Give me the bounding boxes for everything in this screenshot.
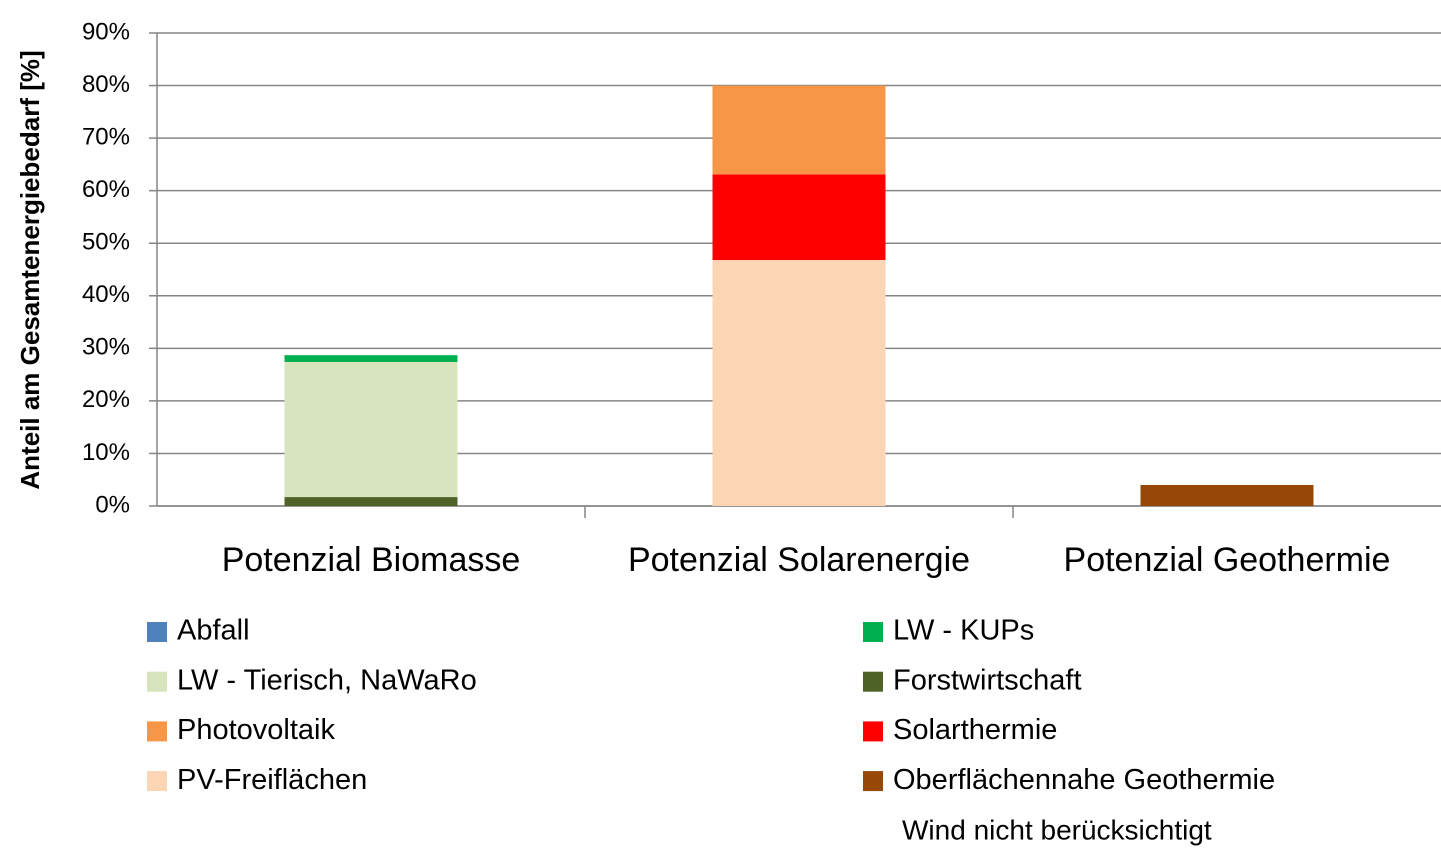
y-tick-label: 80%	[82, 71, 130, 98]
y-tick-label: 90%	[82, 18, 130, 45]
x-tick-label: Potenzial Geothermie	[1064, 541, 1391, 579]
bar-segment	[1140, 484, 1314, 506]
bar-segment	[284, 497, 458, 506]
y-axis-label: Anteil am Gesamtenergiebedarf [%]	[15, 50, 45, 489]
legend-swatch	[863, 771, 883, 792]
y-tick-label: 20%	[82, 386, 130, 413]
bar-segment	[712, 85, 886, 175]
y-tick-label: 70%	[82, 123, 130, 150]
legend-label: Forstwirtschaft	[893, 664, 1082, 696]
legend-label: Abfall	[177, 615, 250, 647]
legend-swatch	[863, 721, 883, 742]
legend-swatch	[147, 721, 167, 742]
legend-label: LW - Tierisch, NaWaRo	[177, 664, 477, 696]
legend-label: PV-Freiflächen	[177, 764, 367, 796]
bar-segment	[712, 174, 886, 261]
legend-swatch	[863, 671, 883, 692]
y-tick-label: 30%	[82, 334, 130, 361]
bar-segment	[284, 355, 458, 362]
bar-segment	[284, 361, 458, 498]
y-tick-label: 40%	[82, 281, 130, 308]
y-tick-label: 60%	[82, 176, 130, 203]
legend-label: LW - KUPs	[893, 615, 1034, 647]
annotation: Wind nicht berücksichtigt	[902, 814, 1212, 845]
legend-label: Photovoltaik	[177, 714, 335, 746]
legend-label: Oberflächennahe Geothermie	[893, 764, 1275, 796]
bar-segment	[712, 260, 886, 506]
y-tick-label: 0%	[95, 491, 130, 518]
y-tick-label: 50%	[82, 229, 130, 256]
legend-swatch	[147, 622, 167, 642]
x-tick-label: Potenzial Biomasse	[222, 541, 521, 579]
legend-swatch	[147, 771, 167, 792]
legend-swatch	[147, 671, 167, 692]
x-tick-label: Potenzial Solarenergie	[628, 541, 970, 579]
legend-label: Solarthermie	[893, 714, 1057, 746]
y-tick-label: 10%	[82, 439, 130, 466]
legend-swatch	[863, 622, 883, 642]
